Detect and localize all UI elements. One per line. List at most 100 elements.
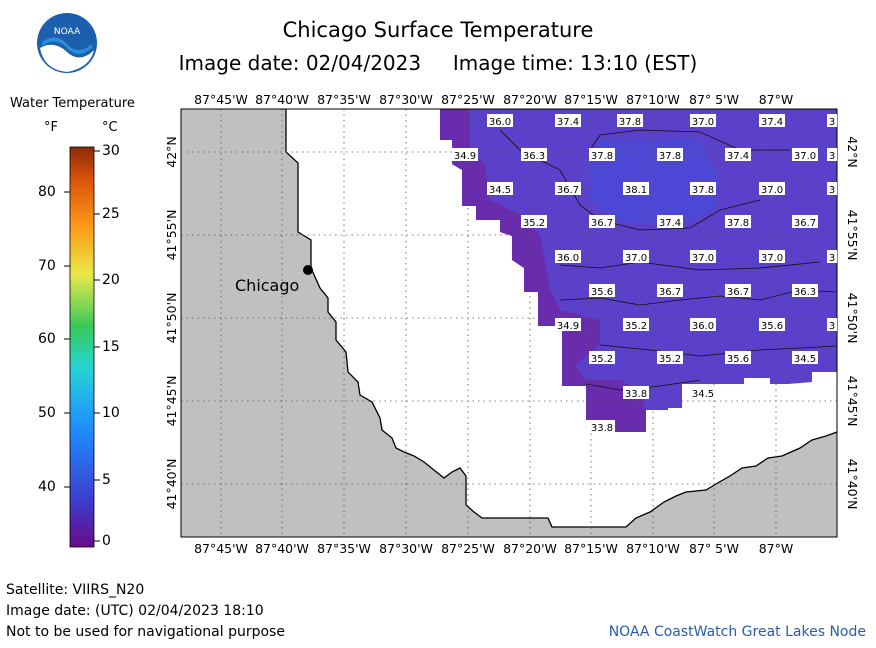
temperature-value: 3 [829,117,835,128]
temperature-label: 36.0 [487,114,513,128]
temperature-label: 37.0 [690,250,716,264]
lat-label: 41°55'N [845,210,860,261]
temperature-value: 36.3 [523,151,545,162]
lon-label: 87°20'W [503,92,557,107]
disclaimer: Not to be used for navigational purpose [6,624,285,640]
temperature-value: 37.8 [692,185,714,196]
temperature-value: 35.2 [659,354,681,365]
lat-label: 41°50'N [164,293,179,344]
lat-label: 41°40'N [164,459,179,510]
temperature-label: 35.2 [623,318,649,332]
temperature-value: 35.2 [625,321,647,332]
temperature-value: 36.7 [794,218,816,229]
logo-text: NOAA [54,27,81,37]
temperature-label: 35.2 [657,351,683,365]
temperature-value: 37.8 [727,218,749,229]
lat-label: 41°50'N [845,293,860,344]
lon-label: 87° 5'W [689,541,739,556]
lon-label: 87°45'W [194,541,248,556]
temperature-value: 35.6 [727,354,749,365]
temperature-value: 37.8 [659,151,681,162]
temperature-value: 33.8 [625,389,647,400]
temperature-value: 3 [829,321,835,332]
temperature-label: 37.4 [759,114,785,128]
lat-label: 41°55'N [164,210,179,261]
temperature-label: 34.5 [690,386,716,400]
image-time: Image time: 13:10 (EST) [452,51,698,75]
temperature-label: 37.8 [690,182,716,196]
temperature-value: 36.7 [591,218,613,229]
temperature-label: 37.8 [617,114,643,128]
temperature-label: 35.2 [589,351,615,365]
temperature-label: 36.3 [521,148,547,162]
temperature-label: 37.4 [657,215,683,229]
lon-label: 87°25'W [441,541,495,556]
temperature-value: 3 [829,151,835,162]
temperature-label: 36.7 [657,284,683,298]
temperature-label: 37.4 [555,114,581,128]
chicago-marker [303,265,313,275]
temperature-label: 36.0 [555,250,581,264]
temperature-label: 37.0 [759,182,785,196]
lat-label: 42°N [164,136,179,168]
legend-c-label: 30 [102,143,120,159]
temperature-value: 37.0 [625,253,647,264]
temperature-label: 37.0 [792,148,818,162]
lon-label: 87°15'W [564,92,618,107]
temperature-value: 38.1 [625,185,647,196]
lon-label: 87°W [759,92,794,107]
legend-f-label: 50 [38,405,56,421]
lon-label: 87°30'W [379,541,433,556]
temperature-label: 36.3 [792,284,818,298]
temperature-value: 36.7 [727,287,749,298]
sst-warm-core [588,140,720,225]
legend-c-label: 25 [102,206,120,222]
temperature-label: 37.8 [657,148,683,162]
temperature-value: 37.0 [794,151,816,162]
temperature-value: 36.7 [659,287,681,298]
temperature-value: 33.8 [591,423,613,434]
temperature-label: 37.8 [589,148,615,162]
lat-label: 41°45'N [845,376,860,427]
temperature-value: 34.5 [489,185,511,196]
unit-fahrenheit: °F [44,120,58,135]
temperature-label: 33.8 [589,420,615,434]
temperature-label: 35.6 [589,284,615,298]
satellite-info: Satellite: VIIRS_N20 [6,582,145,598]
temperature-label: 37.4 [725,148,751,162]
temperature-label: 37.0 [690,114,716,128]
temperature-label: 36.7 [792,215,818,229]
legend-c-label: 0 [102,533,111,549]
temperature-value: 35.2 [591,354,613,365]
right-latitude-labels: 42°N 41°55'N 41°50'N 41°45'N 41°40'N [845,136,860,509]
temperature-value: 37.8 [591,151,613,162]
lon-label: 87° 5'W [689,92,739,107]
temperature-value: 37.0 [761,253,783,264]
top-longitude-labels: 87°45'W 87°40'W 87°35'W 87°30'W 87°25'W … [194,92,793,107]
left-latitude-labels: 42°N 41°55'N 41°50'N 41°45'N 41°40'N [164,136,179,509]
temperature-value: 3 [829,253,835,264]
credit: NOAA CoastWatch Great Lakes Node [608,624,866,640]
noaa-logo: NOAA [36,12,98,78]
lon-label: 87°40'W [255,92,309,107]
temperature-label: 3 [827,250,837,264]
colorbar-ticks [64,150,100,542]
sst-cool-band [440,109,646,432]
unit-celsius: °C [102,120,118,135]
temperature-label: 37.0 [623,250,649,264]
temperature-value: 36.0 [557,253,579,264]
temperature-label: 3 [827,148,837,162]
temperature-value: 34.5 [692,389,714,400]
legend-f-label: 70 [38,258,56,274]
legend-c-label: 10 [102,405,120,421]
temperature-label: 38.1 [623,182,649,196]
temperature-value: 37.0 [692,253,714,264]
lat-label: 41°45'N [164,376,179,427]
temperature-label: 37.0 [759,250,785,264]
lat-label: 42°N [845,136,860,168]
utc-date: Image date: (UTC) 02/04/2023 18:10 [6,603,264,619]
lon-label: 87°40'W [255,541,309,556]
temperature-label: 36.7 [589,215,615,229]
legend-c-label: 20 [102,272,120,288]
